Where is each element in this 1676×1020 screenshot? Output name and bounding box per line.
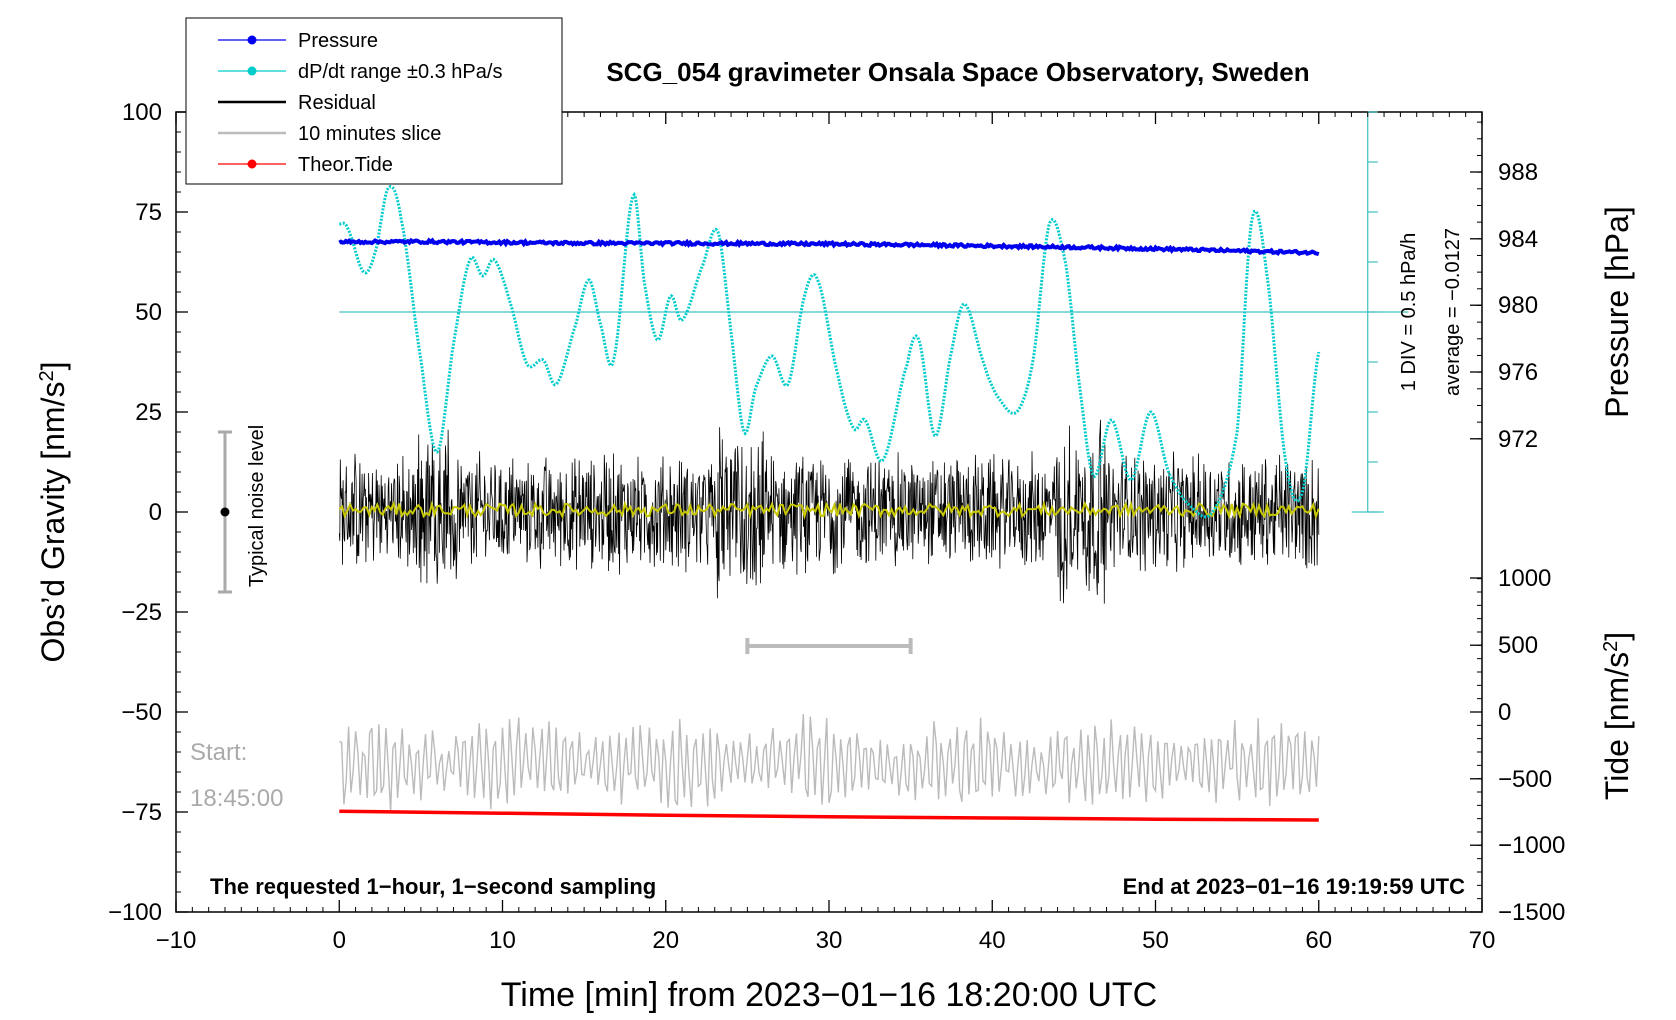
series-tide-line — [339, 809, 1319, 822]
pressure-tick-labels: 988 984 980 976 972 — [1498, 159, 1538, 453]
x-axis-label: Time [min] from 2023−01−16 18:20:00 UTC — [501, 976, 1157, 1014]
tide-tick-label: −500 — [1498, 766, 1552, 793]
axis-ticks — [175, 111, 1483, 913]
start-time-label: 18:45:00 — [190, 785, 283, 812]
legend-label: 10 minutes slice — [298, 123, 441, 145]
tide-tick-label: 1000 — [1498, 565, 1551, 592]
legend-label: dP/dt range ±0.3 hPa/s — [298, 61, 502, 83]
pressure-axis-label: Pressure [hPa] — [1599, 206, 1635, 418]
y-tick-label: 25 — [135, 399, 162, 426]
pressure-tick-label: 984 — [1498, 226, 1538, 253]
legend-label: Theor.Tide — [298, 154, 393, 176]
series-dpdt-line — [339, 184, 1321, 519]
tide-tick-label: 500 — [1498, 632, 1538, 659]
tide-tick-label: 0 — [1498, 699, 1511, 726]
legend-marker — [247, 66, 257, 76]
series-smoothed-line — [338, 500, 1320, 521]
x-tick-label: 30 — [816, 927, 843, 954]
legend-marker — [247, 159, 257, 169]
x-tick-label: 20 — [652, 927, 679, 954]
tide-tick-labels: 1000 500 0 −500 −1000 −1500 — [1498, 565, 1565, 926]
series-pressure-line — [338, 237, 1320, 257]
pressure-tick-label: 980 — [1498, 292, 1538, 319]
dpdt-average-label: average = −0.0127 — [1442, 228, 1464, 396]
noise-level-label: Typical noise level — [246, 425, 268, 587]
y-tick-label: −25 — [121, 599, 162, 626]
y-tick-label: −50 — [121, 699, 162, 726]
pressure-tick-label: 972 — [1498, 426, 1538, 453]
note-right: End at 2023−01−16 19:19:59 UTC — [1123, 874, 1466, 899]
dpdt-div-label: 1 DIV = 0.5 hPa/h — [1398, 233, 1420, 391]
pressure-tick-label: 988 — [1498, 159, 1538, 186]
legend-label: Pressure — [298, 30, 378, 52]
slice-marker — [745, 638, 913, 654]
y-tick-label: −75 — [121, 799, 162, 826]
x-tick-labels: −10 0 10 20 30 40 50 60 70 — [156, 927, 1496, 954]
x-tick-label: 0 — [333, 927, 346, 954]
noise-level-bar — [217, 430, 232, 594]
dpdt-scale-bar — [339, 111, 1409, 513]
x-tick-label: 40 — [979, 927, 1006, 954]
series-layer — [338, 184, 1321, 822]
legend: Pressure dP/dt range ±0.3 hPa/s Residual 10… — [185, 17, 563, 185]
series-dpdt — [339, 184, 1321, 519]
series-slice-line — [339, 714, 1320, 812]
x-tick-label: 50 — [1142, 927, 1169, 954]
legend-label: Residual — [298, 92, 376, 114]
legend-marker — [247, 35, 257, 45]
y-axis-label: Obs’d Gravity [nm/s2] — [35, 362, 71, 663]
x-tick-label: 70 — [1469, 927, 1496, 954]
y-tick-labels: 100 75 50 25 0 −25 −50 −75 −100 — [108, 99, 162, 926]
tide-tick-label: −1500 — [1498, 899, 1565, 926]
x-tick-label: −10 — [156, 927, 197, 954]
y-tick-label: 50 — [135, 299, 162, 326]
tide-axis-label: Tide [nm/s2] — [1599, 632, 1635, 800]
y-tick-label: 0 — [149, 499, 162, 526]
note-left: The requested 1−hour, 1−second sampling — [210, 874, 656, 899]
start-label: Start: — [190, 739, 247, 766]
x-tick-label: 10 — [489, 927, 516, 954]
noise-level-center-dot — [220, 507, 230, 517]
series-residual-line — [338, 419, 1320, 604]
tide-tick-label: −1000 — [1498, 832, 1565, 859]
chart-title: SCG_054 gravimeter Onsala Space Observat… — [606, 57, 1309, 87]
y-tick-label: −100 — [108, 899, 162, 926]
y-tick-label: 75 — [135, 199, 162, 226]
x-tick-label: 60 — [1305, 927, 1332, 954]
pressure-tick-label: 976 — [1498, 359, 1538, 386]
y-tick-label: 100 — [122, 99, 162, 126]
